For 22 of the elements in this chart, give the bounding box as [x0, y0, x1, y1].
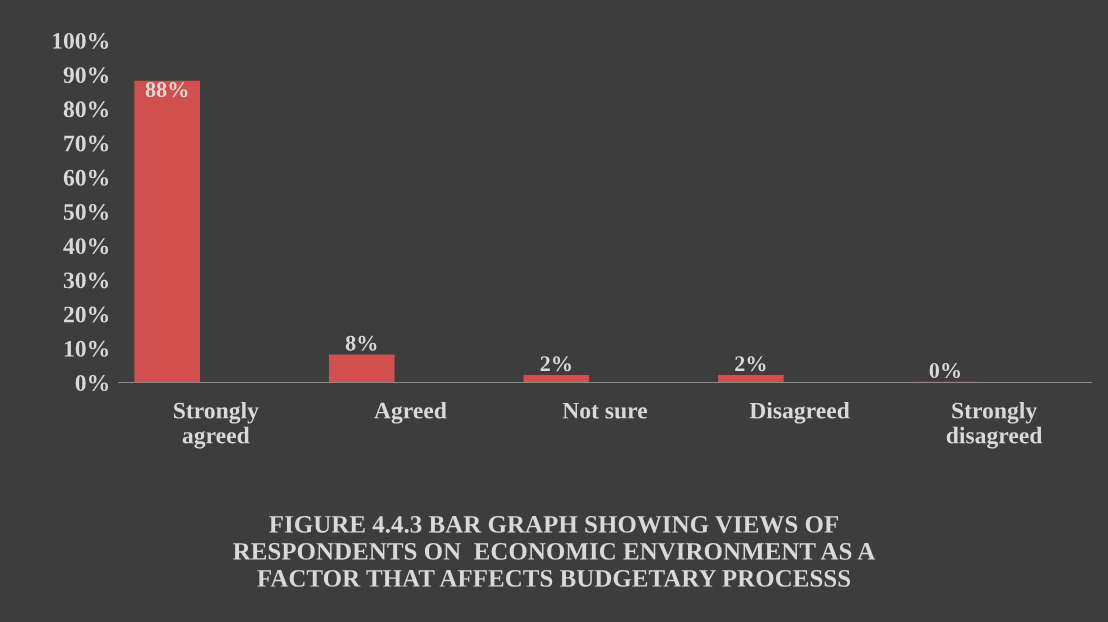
data-label: 0%: [929, 363, 961, 379]
y-tick-label: 0%: [75, 375, 109, 392]
y-tick-label: 10%: [64, 340, 109, 357]
data-label: 8%: [345, 335, 377, 351]
text: FIGURE 4.4.3 BAR GRAPH SHOWING VIEWS OF RESPONDENTS ON ECONOMIC ENVIRONMENT AS A FACTOR THAT AFFECTS BUDGETARY PROCESSS: [233, 516, 876, 587]
y-tick-label: 80%: [63, 101, 109, 118]
y-tick-label: 50%: [63, 203, 109, 220]
x-tick-label: Strongly disagreed: [946, 401, 1043, 449]
data-label: 2%: [735, 356, 766, 372]
y-tick-label: 40%: [63, 238, 109, 255]
x-tick-label: Agreed: [374, 401, 447, 424]
y-tick-label: 60%: [63, 169, 109, 186]
x-tick-label: Disagreed: [749, 401, 850, 424]
x-tick-label: Not sure: [562, 402, 648, 419]
data-label: 2%: [540, 356, 571, 372]
y-tick-label: 70%: [64, 135, 109, 152]
y-tick-label: 30%: [63, 272, 109, 289]
y-tick-label: 90%: [63, 67, 109, 84]
x-tick-label: Strongly agreed: [174, 401, 259, 449]
y-tick-label: 20%: [63, 306, 109, 323]
data-label: 88%: [145, 82, 188, 98]
y-tick-label: 100%: [53, 32, 109, 49]
